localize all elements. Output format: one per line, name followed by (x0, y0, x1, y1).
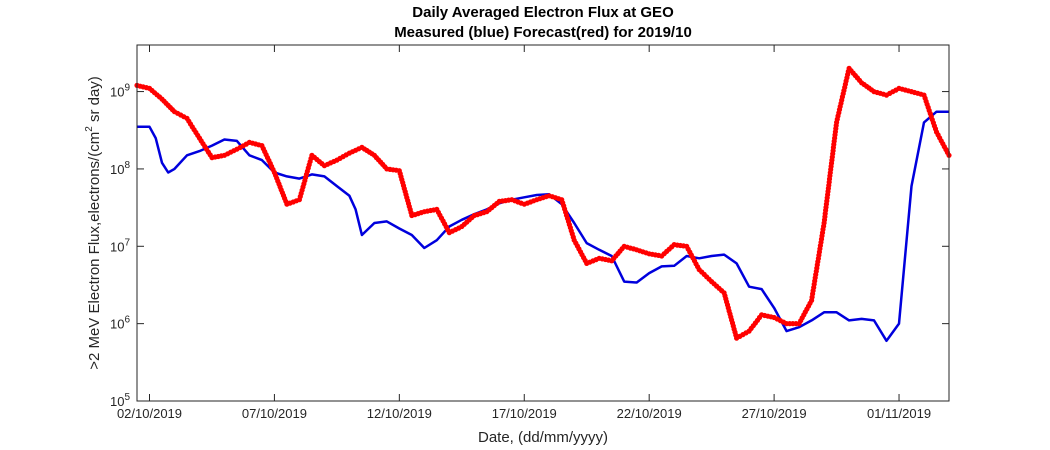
forecast-series-markers (134, 65, 952, 341)
measured-series-line (137, 110, 949, 343)
chart-subtitle: Measured (blue) Forecast(red) for 2019/1… (394, 24, 692, 41)
x-axis: 02/10/2019 07/10/2019 12/10/2019 17/10/2019… (117, 45, 931, 421)
x-tick-label: 22/10/2019 (617, 406, 682, 421)
series-layer (134, 65, 952, 343)
y-tick-label: 107 (110, 237, 130, 254)
y-tick-label: 109 (110, 83, 130, 100)
y-axis-label-main: >2 MeV Electron Flux,electrons/(cm (86, 132, 103, 370)
x-tick-label: 12/10/2019 (367, 406, 432, 421)
y-tick-label: 108 (110, 160, 130, 177)
chart-title: Daily Averaged Electron Flux at GEO (412, 4, 674, 21)
y-axis-label: >2 MeV Electron Flux,electrons/(cm2 sr d… (84, 76, 103, 370)
x-tick-label: 01/11/2019 (867, 406, 931, 421)
y-axis: 105 106 107 108 109 (110, 83, 949, 409)
x-tick-label: 17/10/2019 (492, 406, 557, 421)
x-axis-label: Date, (dd/mm/yyyy) (478, 429, 608, 446)
x-tick-label: 27/10/2019 (742, 406, 807, 421)
y-axis-label-exponent: 2 (84, 126, 95, 132)
plot-area (137, 45, 949, 401)
plot-frame (136, 44, 950, 402)
y-axis-label-tail: sr day) (86, 76, 103, 126)
y-tick-label: 106 (110, 315, 130, 332)
y-tick-label: 105 (110, 392, 130, 409)
x-tick-label: 07/10/2019 (242, 406, 307, 421)
x-tick-label: 02/10/2019 (117, 406, 182, 421)
